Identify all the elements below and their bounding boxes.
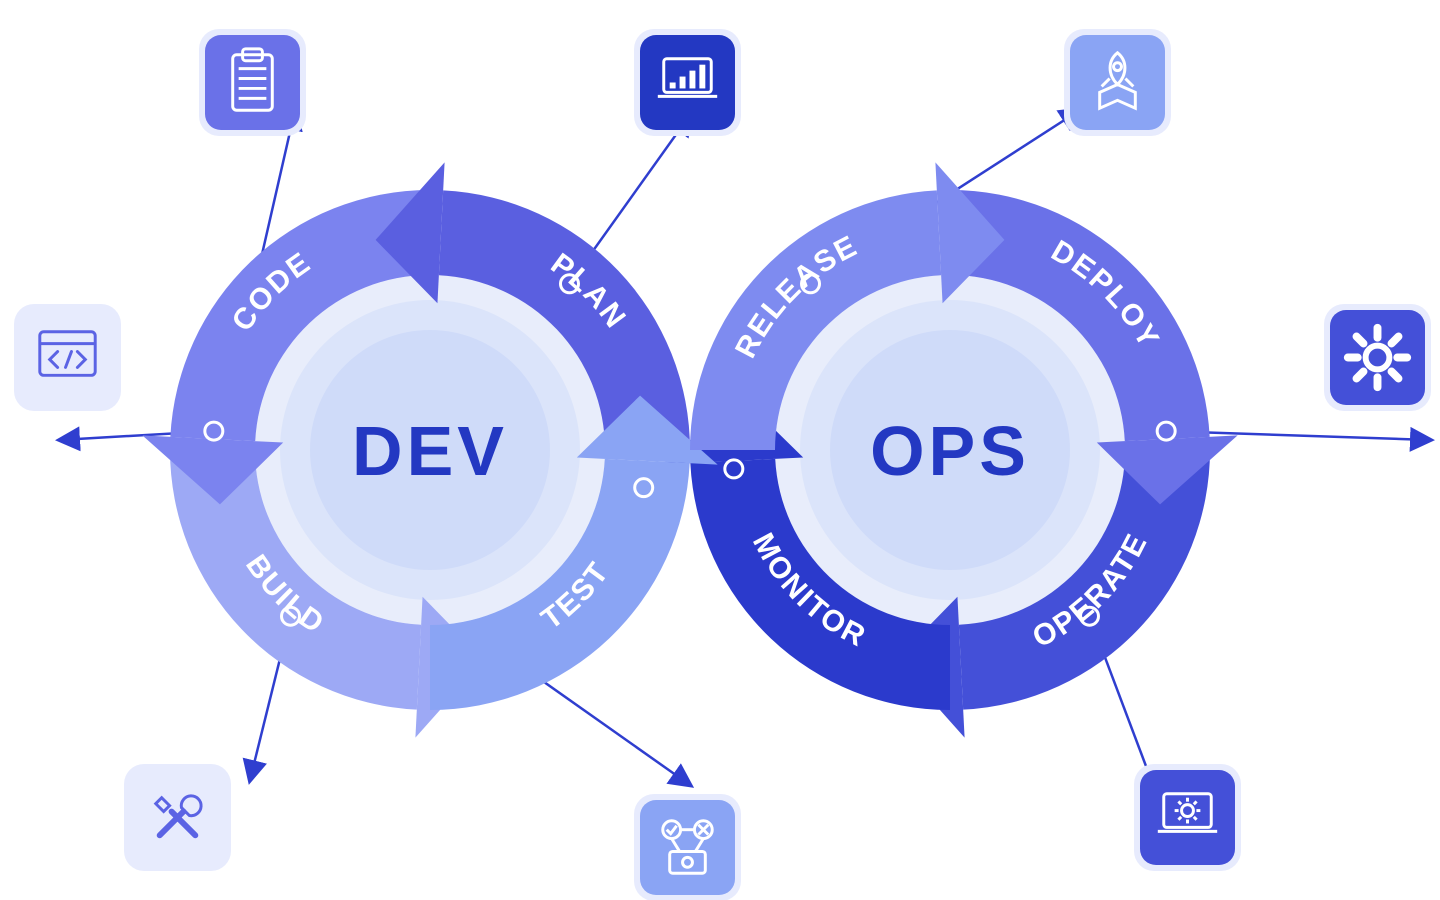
icon-box-code-clipboard [199,29,306,136]
icon-bg [640,35,735,130]
left-center-label: DEV [352,412,508,490]
icon-box-test-workflow [634,794,741,900]
icon-box-deploy-gear [1324,304,1431,411]
icon-box-plan-laptop-chart [634,29,741,136]
icon-box-release-rocket-box [1064,29,1171,136]
icon-bg [20,310,115,405]
icon-box-code-code-window [14,304,121,411]
icon-bg [640,800,735,895]
icon-box-operate-laptop-gear [1134,764,1241,871]
icon-box-build-tools [124,764,231,871]
right-center-label: OPS [870,412,1030,490]
devops-infinity-diagram: PLANCODEBUILDTESTRELEASEDEPLOYOPERATEMON… [0,0,1440,900]
